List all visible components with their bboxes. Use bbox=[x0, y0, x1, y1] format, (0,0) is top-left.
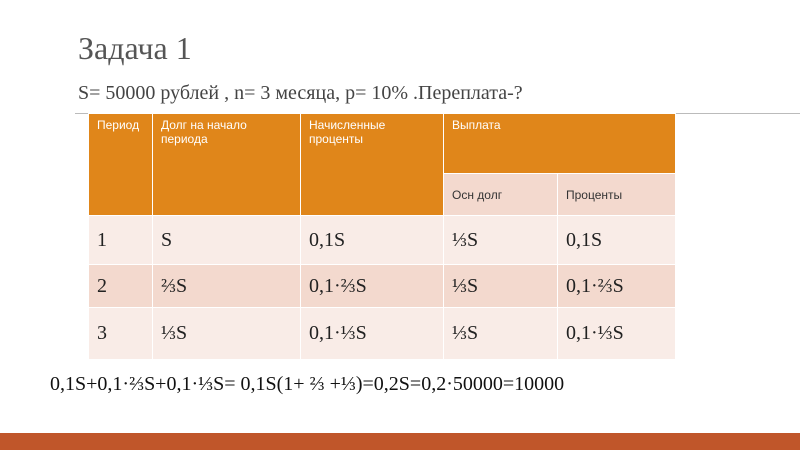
formula: 0,1S+0,1·⅔S+0,1·⅓S= 0,1S(1+ ⅔ +⅓)=0,2S=0… bbox=[50, 373, 565, 395]
header-cell: Долг на начало периода bbox=[152, 113, 301, 216]
header-cell: Выплата bbox=[442, 113, 677, 174]
cell: 0,1·⅔S bbox=[556, 264, 677, 308]
subheader-cell: Проценты bbox=[556, 173, 677, 216]
cell: 0,1·⅔S bbox=[300, 264, 444, 308]
cell: 0,1S bbox=[556, 215, 677, 265]
cell: 0,1S bbox=[300, 215, 444, 265]
header-cell: Начисленные проценты bbox=[300, 113, 444, 216]
cell: ⅔S bbox=[152, 264, 301, 308]
cell: 1 bbox=[88, 215, 153, 265]
cell: 2 bbox=[88, 264, 153, 308]
cell: 0,1·⅓S bbox=[556, 307, 677, 360]
cell: ⅓S bbox=[443, 307, 558, 360]
title: Задача 1 bbox=[78, 30, 192, 66]
table: Период Долг на начало периода Начисленны… bbox=[88, 113, 677, 360]
subheader-cell: Осн долг bbox=[443, 173, 558, 216]
cell: 3 bbox=[88, 307, 153, 360]
footer-bar bbox=[0, 433, 800, 450]
cell: ⅓S bbox=[443, 215, 558, 265]
cell: S bbox=[152, 215, 301, 265]
header-cell: Период bbox=[88, 113, 153, 216]
subtitle: S= 50000 рублей , n= 3 месяца, p= 10% .П… bbox=[78, 82, 523, 104]
cell: ⅓S bbox=[443, 264, 558, 308]
cell: ⅓S bbox=[152, 307, 301, 360]
cell: 0,1·⅓S bbox=[300, 307, 444, 360]
